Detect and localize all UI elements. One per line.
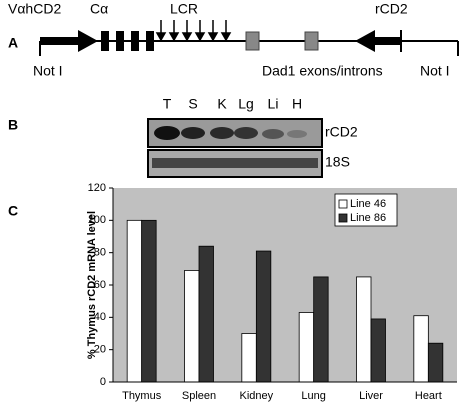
lane-label: Li: [268, 96, 279, 112]
x-tick-label: Thymus: [122, 390, 162, 402]
y-axis-label: % Thymus rCD2 mRNA level: [86, 211, 98, 359]
probe-label: rCD2: [325, 124, 358, 140]
lane-label: S: [188, 96, 197, 112]
bar: [241, 333, 257, 383]
legend-label: Line 46: [350, 198, 386, 210]
bar: [356, 276, 372, 383]
probe-label: 18S: [325, 154, 350, 170]
x-tick-label: Lung: [301, 390, 325, 402]
lane-label: H: [292, 96, 302, 112]
bar: [313, 276, 329, 383]
construct-map: [39, 20, 459, 56]
x-tick-label: Liver: [359, 390, 383, 402]
y-tick-label: 80: [94, 247, 106, 259]
y-tick-label: 0: [100, 376, 106, 388]
exon-label: Dad1 exons/introns: [262, 63, 383, 79]
bar: [413, 315, 429, 383]
x-tick-label: Heart: [415, 390, 442, 402]
panel-label: B: [8, 117, 18, 133]
y-tick-label: 60: [94, 279, 106, 291]
construct-label: Cα: [90, 1, 108, 17]
bar: [141, 219, 157, 383]
legend-swatch: [338, 199, 348, 209]
y-tick-label: 40: [94, 311, 106, 323]
panel-label: A: [8, 35, 18, 51]
y-tick-label: 100: [88, 214, 106, 226]
bar: [184, 270, 200, 383]
legend-swatch: [338, 213, 348, 223]
plot-area: [113, 188, 457, 382]
construct-label: LCR: [170, 1, 198, 17]
x-tick-label: Kidney: [240, 390, 274, 402]
legend-label: Line 86: [350, 212, 386, 224]
y-tick-label: 120: [88, 182, 106, 194]
bar: [370, 318, 386, 383]
site-label: Not I: [420, 63, 450, 79]
lane-label: T: [163, 96, 172, 112]
y-tick-label: 20: [94, 344, 106, 356]
blot: [147, 118, 323, 178]
construct-label: rCD2: [375, 1, 408, 17]
x-tick-label: Spleen: [182, 390, 216, 402]
lane-label: K: [217, 96, 227, 112]
bar: [198, 245, 214, 383]
site-label: Not I: [33, 63, 63, 79]
bar: [126, 219, 143, 383]
construct-label: VαhCD2: [8, 1, 61, 17]
panel-label: C: [8, 203, 18, 219]
bar: [298, 312, 315, 383]
bar: [255, 250, 272, 383]
lane-label: Lg: [238, 96, 254, 112]
bar: [427, 342, 444, 383]
